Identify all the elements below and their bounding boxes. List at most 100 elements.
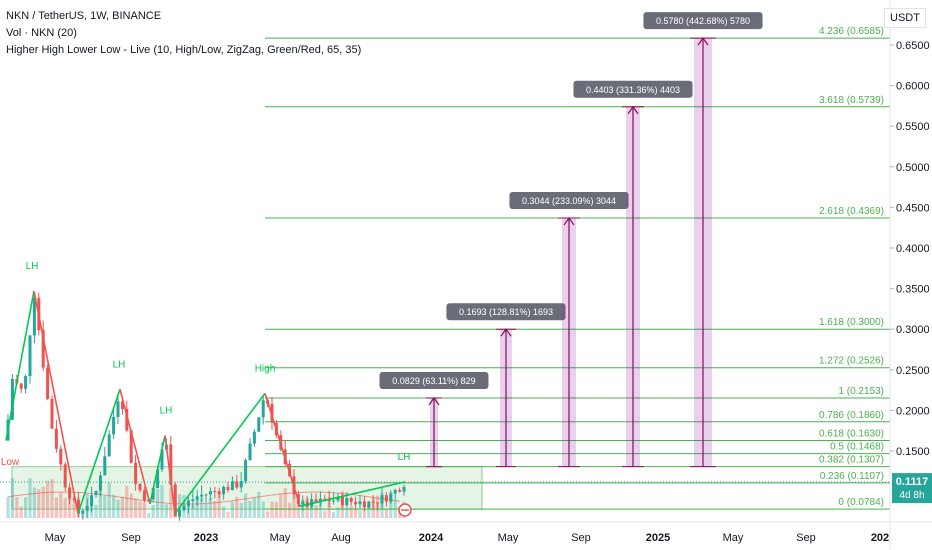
candle bbox=[208, 491, 212, 495]
volume-bar bbox=[318, 502, 322, 518]
volume-bar bbox=[367, 505, 371, 518]
volume-bar bbox=[248, 500, 252, 518]
candle bbox=[235, 481, 239, 488]
candle bbox=[125, 408, 129, 431]
candle bbox=[98, 475, 102, 491]
candle bbox=[19, 383, 23, 389]
volume-bar bbox=[305, 497, 309, 518]
volume-bar bbox=[358, 510, 362, 518]
volume-bar bbox=[147, 513, 151, 518]
volume-bar bbox=[226, 511, 230, 518]
time-tick-label: Aug bbox=[331, 532, 351, 544]
candle bbox=[230, 481, 234, 491]
volume-bar bbox=[98, 491, 102, 518]
candle bbox=[323, 498, 327, 500]
candle bbox=[204, 494, 208, 496]
zigzag-segment bbox=[164, 435, 176, 514]
candle bbox=[142, 490, 146, 501]
target-label-bg bbox=[643, 12, 763, 30]
price-tick-label: 0.3500 bbox=[896, 284, 930, 296]
target-label: 0.5780 (442.68%) 5780 bbox=[656, 16, 750, 26]
volume-bar bbox=[178, 493, 182, 518]
candle bbox=[156, 469, 160, 489]
volume-bar bbox=[332, 512, 336, 518]
candle bbox=[116, 401, 120, 417]
last-price-value: 0.1117 bbox=[896, 476, 928, 488]
zigzag-label: LH bbox=[26, 261, 39, 272]
candle bbox=[257, 417, 261, 432]
candle bbox=[213, 491, 217, 493]
volume-bar bbox=[19, 506, 23, 518]
target-label-bg bbox=[573, 80, 693, 98]
target-label: 0.1693 (128.81%) 1693 bbox=[459, 307, 553, 317]
candle bbox=[10, 379, 14, 420]
volume-bar bbox=[266, 511, 270, 518]
volume-bar bbox=[296, 504, 300, 518]
candle bbox=[112, 416, 116, 435]
volume-bar bbox=[270, 501, 274, 518]
zigzag-segment bbox=[174, 392, 266, 515]
candle bbox=[186, 501, 190, 506]
zigzag-segment bbox=[149, 435, 166, 504]
volume-bar bbox=[200, 497, 204, 518]
volume-bar bbox=[389, 491, 393, 518]
zigzag-segment bbox=[264, 393, 301, 507]
volume-legend: Vol · NKN (20) bbox=[6, 27, 77, 39]
volume-bar bbox=[213, 500, 217, 518]
target-label-bg bbox=[509, 192, 629, 210]
volume-bar bbox=[345, 508, 349, 518]
candle bbox=[358, 501, 362, 505]
zigzag-label: High bbox=[255, 363, 276, 374]
volume-bar bbox=[239, 502, 243, 518]
candle bbox=[226, 486, 230, 491]
candle bbox=[173, 484, 177, 517]
time-tick-label: May bbox=[270, 532, 291, 544]
candle bbox=[248, 443, 252, 461]
volume-bar bbox=[244, 493, 248, 518]
candle bbox=[107, 434, 111, 457]
fib-label: 0.786 (0.1860) bbox=[819, 410, 884, 421]
target-label-bg bbox=[379, 371, 489, 389]
candle bbox=[217, 491, 221, 495]
candle bbox=[134, 462, 138, 484]
price-tick-label: 0.2000 bbox=[896, 405, 930, 417]
time-tick-label: May bbox=[45, 532, 66, 544]
volume-bar bbox=[323, 510, 327, 518]
volume-bar bbox=[327, 496, 331, 518]
volume-bar bbox=[314, 505, 318, 518]
volume-bar bbox=[28, 478, 32, 518]
time-tick-label: May bbox=[723, 532, 744, 544]
volume-bar bbox=[230, 501, 234, 518]
zigzag-segment bbox=[119, 389, 151, 504]
candle bbox=[32, 297, 36, 336]
price-tick-label: 0.3000 bbox=[896, 324, 930, 336]
fib-label: 3.618 (0.5739) bbox=[819, 95, 884, 106]
candle bbox=[54, 428, 58, 449]
candle bbox=[345, 498, 349, 506]
time-tick-label: Sep bbox=[121, 532, 141, 544]
zigzag-segment bbox=[77, 389, 121, 514]
volume-bar bbox=[54, 497, 58, 518]
candle bbox=[103, 456, 107, 476]
chart-legend: NKN / TetherUS, 1W, BINANCE Vol · NKN (2… bbox=[6, 8, 361, 59]
candle bbox=[327, 499, 331, 502]
volume-bar bbox=[138, 501, 142, 518]
volume-bar bbox=[72, 504, 76, 518]
time-tick-label: May bbox=[498, 532, 519, 544]
volume-bar bbox=[107, 482, 111, 518]
zigzag-segment bbox=[5, 290, 35, 441]
target-label: 0.4403 (331.36%) 4403 bbox=[586, 85, 680, 95]
currency-unit-button[interactable]: USDT bbox=[884, 8, 926, 28]
time-tick-label: 202 bbox=[871, 532, 889, 544]
zigzag-label: LH bbox=[160, 406, 173, 417]
target-label: 0.0829 (63.11%) 829 bbox=[392, 376, 475, 386]
candle bbox=[182, 505, 186, 511]
candle bbox=[367, 501, 371, 508]
volume-bar bbox=[164, 504, 168, 518]
symbol-title: NKN / TetherUS, 1W, BINANCE bbox=[6, 10, 162, 22]
fib-label: 4.236 (0.6585) bbox=[819, 26, 884, 37]
zigzag-label: LH bbox=[398, 452, 411, 463]
price-tick-label: 0.1500 bbox=[896, 446, 930, 458]
